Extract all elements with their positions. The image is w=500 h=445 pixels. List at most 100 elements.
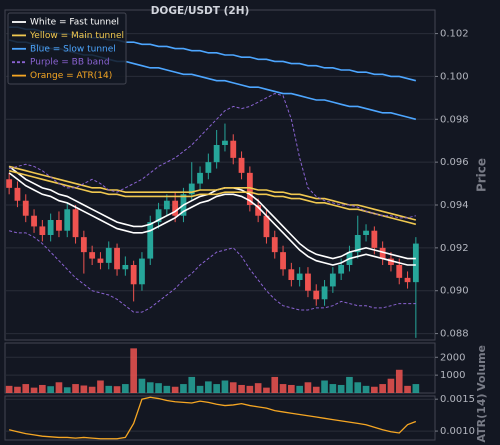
y-tick-label: 0.100 — [440, 71, 469, 82]
y-tick-label: 0.0010 — [440, 426, 475, 437]
candle-body — [338, 265, 345, 274]
y-tick-label: 0.096 — [440, 157, 469, 168]
volume-bar — [205, 381, 212, 393]
candle-body — [263, 215, 270, 238]
y-tick-label: 0.102 — [440, 29, 469, 40]
volume-bar — [180, 384, 187, 393]
volume-bar — [263, 387, 270, 393]
volume-bar — [304, 382, 312, 393]
volume-bar — [238, 384, 245, 393]
candle-body — [80, 237, 87, 253]
y-tick-label: 0.0015 — [440, 394, 475, 405]
volume-bar — [288, 384, 295, 393]
volume-bar — [55, 382, 63, 393]
legend-label: White = Fast tunnel — [30, 18, 119, 28]
candle-body — [105, 247, 112, 263]
candle-body — [39, 226, 46, 235]
volume-bar — [329, 384, 337, 393]
volume-bar — [155, 383, 162, 393]
candle-body — [172, 200, 179, 216]
volume-bar — [63, 387, 71, 393]
legend-label: Blue = Slow tunnel — [30, 44, 116, 54]
candle-body — [230, 140, 237, 158]
price-panel — [4, 9, 436, 341]
candle-body — [313, 290, 320, 300]
volume-bar — [47, 386, 54, 393]
volume-bar — [395, 369, 403, 393]
candle-body — [114, 247, 120, 270]
y-tick-label: 2000 — [440, 352, 465, 363]
volume-bar — [387, 378, 395, 393]
indicator-line — [8, 169, 417, 226]
indicator-line — [8, 172, 416, 266]
volume-bar — [39, 384, 46, 393]
candle-body — [388, 258, 394, 265]
candle-body — [255, 205, 262, 216]
y-axis-label: Price — [475, 158, 489, 192]
plot-layer: 0.088 0.090 0.092 0.094 0.096 0.098 0.100 0.102… — [5, 12, 475, 440]
y-axis-label: Volume — [475, 345, 488, 391]
y-tick-label: 0.088 — [440, 329, 469, 340]
candle-body — [122, 265, 129, 270]
indicator-line — [8, 165, 416, 260]
volume-bar — [171, 386, 179, 393]
series-group — [6, 26, 419, 338]
candle-body — [14, 187, 21, 201]
legend-label: Purple = BB band — [30, 58, 110, 68]
candle-body — [139, 258, 145, 285]
candle-body — [31, 215, 37, 227]
chart-title: DOGE/USDT (2H) — [151, 5, 250, 17]
volume-bar — [72, 384, 79, 393]
candle-body — [363, 230, 369, 235]
volume-bar — [188, 376, 196, 393]
candle-body — [163, 200, 170, 210]
candle-body — [205, 162, 212, 173]
candle-body — [246, 172, 253, 205]
candle-body — [371, 230, 378, 248]
volume-bar — [404, 385, 411, 393]
volume-bar — [321, 380, 328, 393]
candle-body — [396, 265, 403, 278]
candle-body — [197, 172, 203, 184]
volume-bar — [221, 380, 229, 393]
volume-bar — [113, 386, 121, 393]
candle-body — [305, 273, 311, 291]
volume-bar — [163, 385, 171, 393]
indicator-line — [9, 230, 416, 313]
candle-body — [97, 258, 104, 263]
candle-body — [72, 209, 79, 238]
candle-body — [238, 157, 245, 173]
candle-body — [271, 237, 278, 253]
volume-bar — [271, 376, 279, 393]
volume-bar — [14, 386, 21, 393]
y-tick-label: 0.092 — [440, 243, 469, 254]
candle-body — [155, 209, 162, 223]
volume-bar — [362, 385, 370, 393]
candle-body — [288, 269, 295, 280]
volume-bar — [312, 386, 320, 393]
legend-box — [7, 12, 127, 85]
legend-label: Yellow = Main tunnel — [29, 31, 124, 41]
volume-bar — [22, 384, 30, 393]
volume-bar — [371, 386, 378, 393]
legend-label: Orange = ATR(14) — [30, 71, 112, 81]
atr-panel — [4, 395, 436, 441]
candle-body — [379, 247, 386, 259]
candle-body — [64, 209, 71, 231]
candle-body — [280, 252, 286, 270]
volume-bar — [30, 387, 38, 393]
volume-bar — [196, 385, 204, 393]
atr-line — [9, 396, 417, 440]
volume-bar — [105, 385, 113, 393]
candle-body — [222, 140, 228, 145]
y-tick-label: 1000 — [440, 370, 465, 381]
volume-bar — [354, 382, 362, 393]
candle-body — [296, 273, 303, 280]
candle-body — [147, 222, 154, 259]
volume-bar — [88, 386, 96, 393]
volume-bar — [346, 376, 353, 393]
volume-bar — [122, 384, 129, 393]
indicator-line — [9, 93, 416, 219]
candle-body — [22, 200, 29, 216]
